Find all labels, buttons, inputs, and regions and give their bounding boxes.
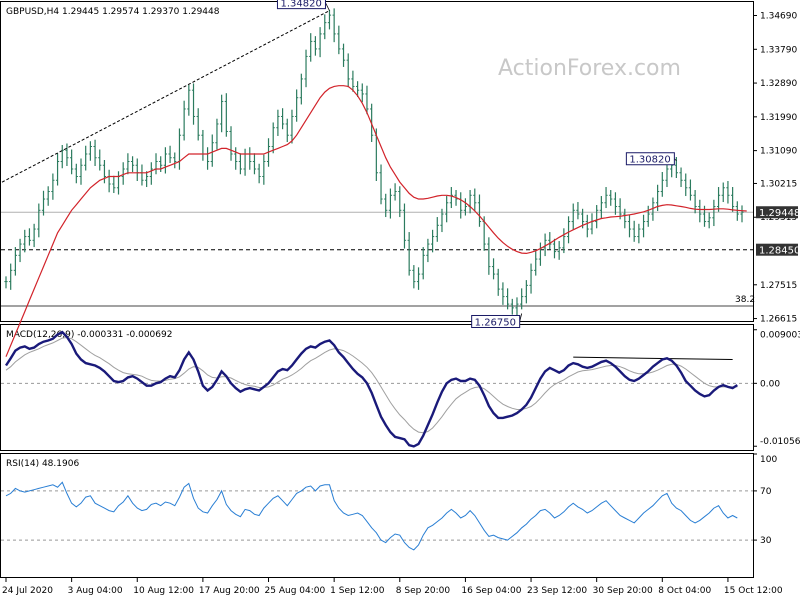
x-tick-label: 3 Aug 04:00: [68, 586, 123, 596]
y-tick-label: 1.27515: [760, 281, 797, 291]
y-tick-label: 1.31990: [760, 113, 797, 123]
current-price-tag-text: 1.29448: [759, 208, 800, 219]
macd-divergence-line: [573, 356, 733, 361]
peak-label-box: [471, 314, 521, 328]
rsi-y-tick-label: 30: [760, 536, 772, 546]
macd-line: [4, 330, 738, 448]
peak-label-box: [276, 0, 326, 10]
x-tick-label: 1 Sep 12:00: [330, 586, 385, 596]
macd-panel-frame: [0, 324, 754, 451]
x-tick-label: 10 Aug 12:00: [133, 586, 194, 596]
macd-y-tick-label: -0.010566: [760, 437, 800, 447]
x-tick-label: 30 Sep 20:00: [593, 586, 653, 596]
y-tick-label: 1.30215: [760, 179, 797, 189]
y-tick-label: 1.34690: [760, 12, 797, 22]
ma-line: [5, 85, 747, 357]
y-tick-label: 1.32890: [760, 79, 797, 89]
rsi-y-tick-label: 70: [760, 487, 772, 497]
trend-line: [1, 10, 330, 183]
rsi-series: [5, 481, 738, 551]
grid-lines: [1, 211, 753, 541]
x-tick-label: 16 Sep 04:00: [461, 586, 521, 596]
fib-label: 38.2: [735, 295, 755, 305]
y-tick-label: 1.26615: [760, 315, 797, 325]
annotations: 1.34820 1.30820 1.26750 38.2: [1, 0, 755, 328]
macd-series: [4, 330, 738, 448]
price-panel-frame: [0, 1, 754, 322]
peak-label-text: 1.34820: [280, 0, 321, 10]
y-tick-label: 1.33790: [760, 45, 797, 55]
level-tag-text: 1.28450: [759, 246, 800, 257]
x-tick-label: 17 Aug 20:00: [199, 586, 260, 596]
current-price-tag: [756, 206, 798, 219]
peak-label-text: 1.26750: [475, 317, 516, 328]
x-tick-label: 15 Oct 12:00: [724, 586, 783, 596]
rsi-panel-title: RSI(14) 48.1906: [6, 459, 79, 469]
x-tick-label: 23 Sep 12:00: [527, 586, 587, 596]
x-tick-label: 8 Oct 04:00: [658, 586, 711, 596]
level-tag: [756, 243, 798, 256]
peak-connector: [325, 2, 330, 11]
x-tick-label: 25 Aug 04:00: [265, 586, 326, 596]
y-tick-labels: 1.34690 1.33790 1.32890 1.31990 1.31090 1.302…: [753, 12, 800, 546]
price-panel-title: GBPUSD,H4 1.29445 1.29574 1.29370 1.2944…: [6, 7, 220, 17]
moving-average: [5, 85, 747, 357]
price-bars: [4, 8, 744, 317]
peak-label-text: 1.30820: [629, 155, 670, 166]
macd-y-tick-label: 0.009003: [760, 331, 800, 341]
x-tick-labels: 24 Jul 2020 3 Aug 04:00 10 Aug 12:00 17 Aug…: [2, 578, 783, 596]
x-tick-label: 8 Sep 20:00: [396, 586, 451, 596]
peak-label-box: [625, 152, 675, 166]
y-tick-label: 1.31090: [760, 147, 797, 157]
rsi-panel-frame: [0, 453, 754, 578]
macd-panel-title: MACD(12,26,9) -0.000331 -0.000692: [6, 330, 172, 340]
macd-y-tick-label: 0.00: [760, 379, 780, 389]
watermark: ActionForex.com: [498, 56, 681, 81]
rsi-y-tick-label: 100: [760, 455, 777, 465]
macd-signal-line: [5, 336, 738, 434]
x-tick-label: 24 Jul 2020: [2, 586, 53, 596]
rsi-line: [5, 481, 738, 551]
